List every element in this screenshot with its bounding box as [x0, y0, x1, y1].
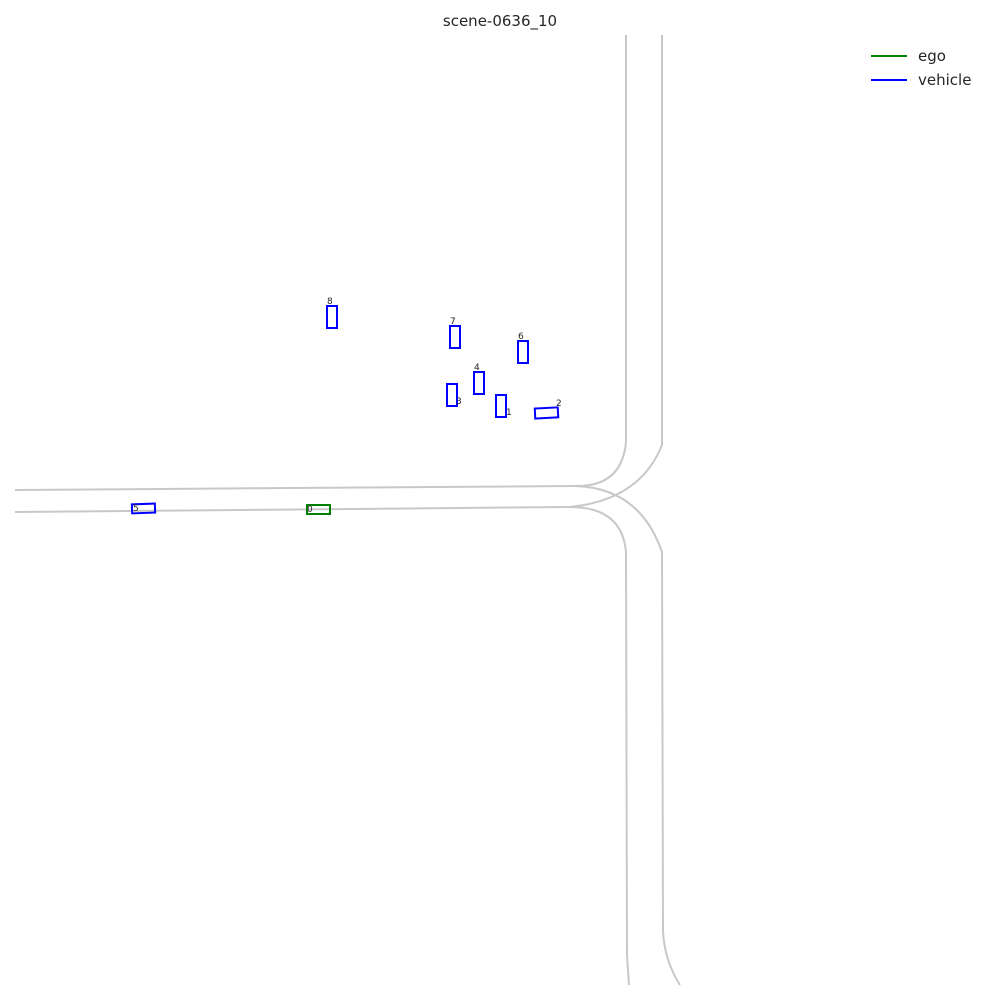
lane-line [625, 551, 630, 986]
agent-box-6 [517, 340, 529, 364]
agent-box-2 [533, 406, 560, 420]
agent-box-1 [495, 394, 507, 418]
agent-box-4 [473, 371, 485, 395]
agent-label-6: 6 [518, 332, 524, 342]
lane-line [574, 485, 663, 553]
plot-title: scene-0636_10 [442, 12, 558, 30]
agent-label-2: 2 [556, 399, 562, 409]
lane-line [661, 551, 681, 986]
legend-swatch-ego [871, 55, 907, 57]
agent-box-5 [130, 502, 157, 515]
agent-label-8: 8 [327, 297, 333, 307]
agent-box-8 [326, 305, 338, 329]
agent-label-7: 7 [450, 317, 456, 327]
agent-box-3 [446, 383, 458, 407]
legend-label-vehicle: vehicle [918, 71, 972, 89]
lane-line [14, 485, 576, 491]
agent-label-4: 4 [474, 363, 480, 373]
agent-box-7 [449, 325, 461, 349]
agent-label-3: 3 [456, 397, 462, 407]
lane-line [569, 506, 627, 553]
agent-label-1: 1 [506, 408, 512, 418]
legend-label-ego: ego [918, 47, 946, 65]
legend-entry-ego: ego [862, 44, 971, 68]
legend: ego vehicle [862, 44, 971, 92]
lane-line [574, 441, 627, 488]
legend-entry-vehicle: vehicle [862, 68, 971, 92]
agent-boxes [130, 305, 560, 515]
agent-label-0: 0 [307, 505, 313, 515]
agent-label-5: 5 [133, 504, 139, 514]
lane-lines [14, 35, 681, 986]
lane-line [14, 506, 571, 513]
legend-swatch-vehicle [871, 79, 907, 81]
lane-line [569, 444, 663, 508]
agent-box-0 [306, 504, 331, 515]
